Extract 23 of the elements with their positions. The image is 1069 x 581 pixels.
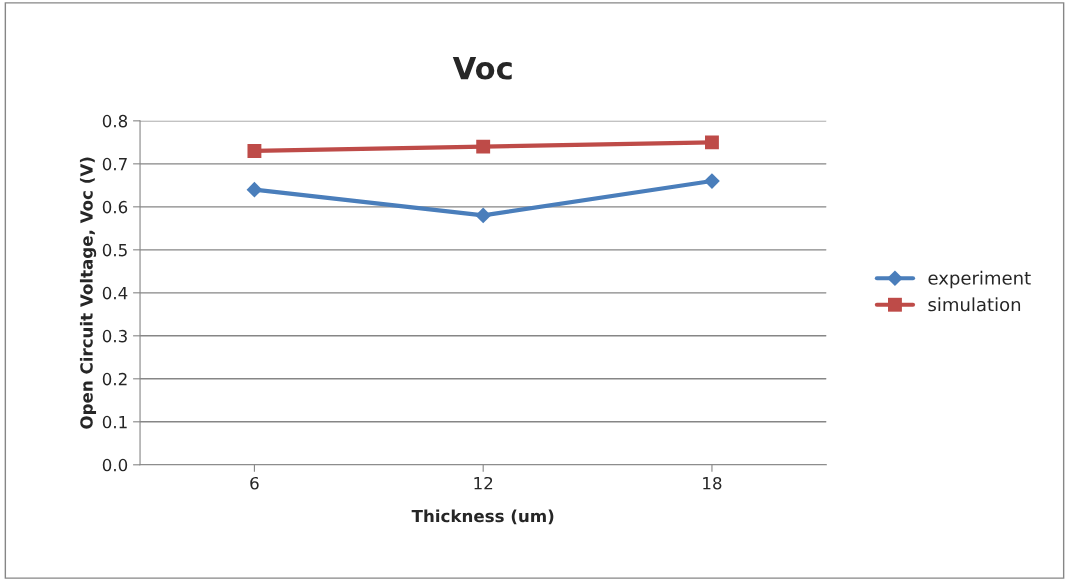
y-tick-label: 0.3 bbox=[102, 329, 127, 343]
legend-label: simulation bbox=[928, 297, 1021, 312]
point bbox=[475, 207, 492, 224]
point bbox=[246, 181, 263, 198]
y-tick-label: 0.5 bbox=[102, 243, 127, 257]
x-tick-label: 12 bbox=[474, 476, 493, 490]
point bbox=[704, 173, 720, 189]
legend-label: experiment bbox=[928, 270, 1031, 289]
point bbox=[705, 135, 719, 150]
y-axis-title: Open Circuit Voltage, Voc (V) bbox=[79, 157, 97, 429]
y-tick-label: 0.0 bbox=[102, 458, 128, 472]
x-axis-title: Thickness (um) bbox=[411, 509, 554, 525]
x-tick-label: 6 bbox=[250, 476, 259, 490]
y-tick-label: 0.4 bbox=[102, 286, 128, 300]
x-tick-label: 18 bbox=[703, 476, 722, 490]
chart-title: Voc bbox=[452, 56, 512, 80]
point bbox=[476, 139, 491, 154]
y-tick-label: 0.7 bbox=[102, 157, 127, 171]
y-tick-label: 0.8 bbox=[102, 114, 128, 128]
point bbox=[247, 144, 262, 158]
y-tick-label: 0.2 bbox=[102, 372, 127, 386]
y-tick-label: 0.6 bbox=[102, 200, 128, 214]
y-tick-label: 0.1 bbox=[102, 415, 127, 429]
